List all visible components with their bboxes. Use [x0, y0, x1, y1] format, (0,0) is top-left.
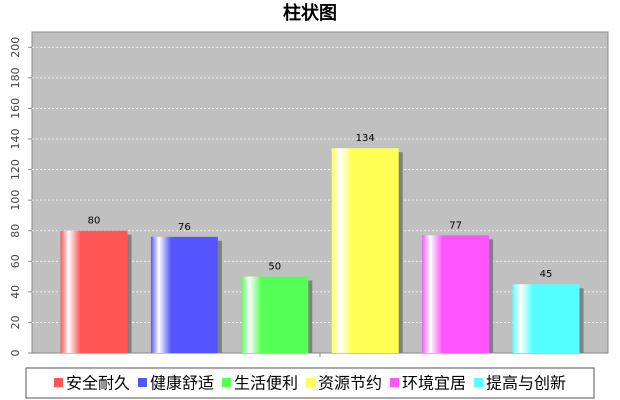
legend-label: 安全耐久 [66, 374, 130, 393]
bar [60, 230, 128, 353]
chart-title: 柱状图 [283, 2, 337, 24]
legend-swatch [53, 378, 63, 387]
legend-label: 健康舒适 [150, 374, 214, 393]
y-tick-label: 120 [9, 159, 22, 180]
value-label: 80 [88, 216, 101, 227]
y-tick-label: 180 [9, 67, 22, 88]
legend-label: 提高与创新 [486, 374, 566, 393]
legend-swatch [474, 378, 484, 387]
y-tick-label: 100 [9, 190, 22, 211]
y-tick-label: 200 [9, 37, 22, 58]
y-tick-label: 40 [9, 285, 22, 299]
legend-swatch [221, 378, 231, 387]
y-tick-label: 80 [9, 224, 22, 238]
bar [331, 148, 399, 353]
value-label: 50 [268, 262, 281, 273]
bar [422, 235, 490, 353]
y-tick-label: 140 [9, 129, 22, 150]
legend-label: 环境宜居 [402, 374, 466, 393]
y-tick-label: 0 [9, 350, 22, 357]
value-label: 134 [356, 133, 375, 144]
y-tick-label: 160 [9, 98, 22, 119]
legend-label: 生活便利 [234, 374, 298, 393]
value-label: 77 [449, 220, 462, 231]
bar [512, 284, 580, 353]
y-tick-label: 20 [9, 315, 22, 329]
legend-swatch [390, 378, 400, 387]
bar [241, 276, 309, 353]
bar [150, 236, 218, 353]
value-label: 76 [178, 222, 191, 233]
y-tick-label: 60 [9, 254, 22, 268]
legend-label: 资源节约 [318, 374, 382, 393]
legend-swatch [306, 378, 315, 387]
value-label: 45 [540, 269, 553, 280]
legend-swatch [137, 378, 147, 387]
